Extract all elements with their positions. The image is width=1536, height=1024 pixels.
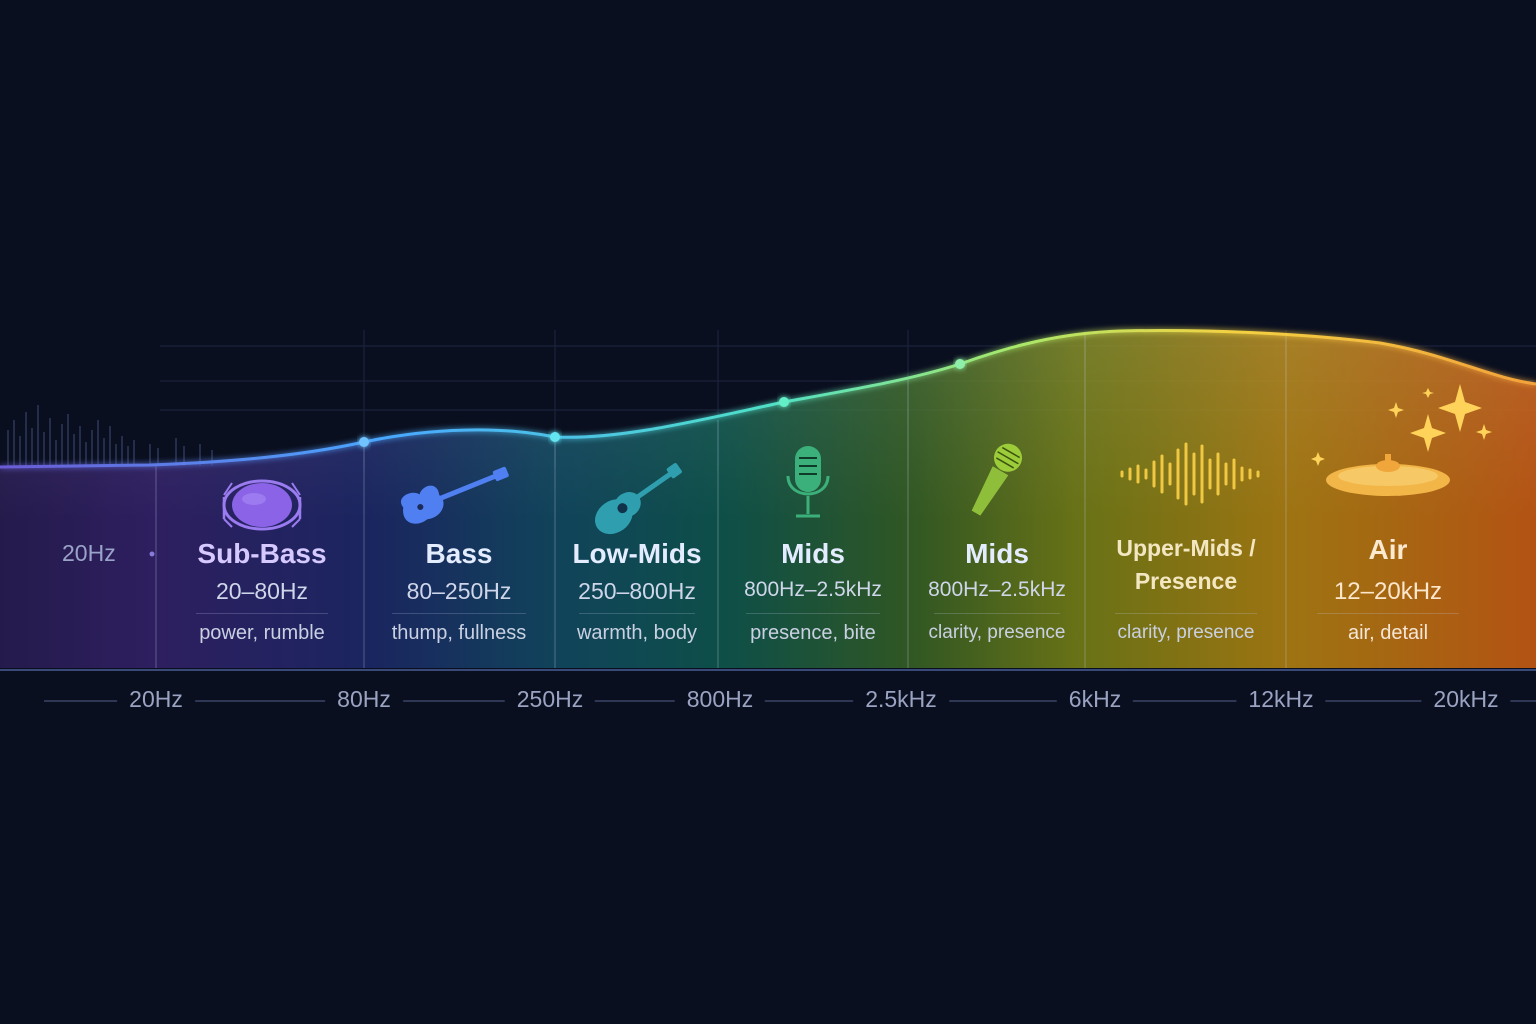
curve-node[interactable] (550, 432, 560, 442)
curve-node[interactable] (779, 397, 789, 407)
curve-node[interactable] (955, 359, 965, 369)
left-marker-dot (149, 551, 155, 557)
drum-icon (222, 479, 302, 531)
curve-node[interactable] (359, 437, 369, 447)
sparkle-icon (1438, 384, 1482, 432)
bass-guitar-icon (401, 466, 509, 524)
spectrum-sheen (0, 330, 1536, 520)
spectrum-curve (0, 329, 1536, 469)
handheld-microphone-icon (971, 443, 1022, 516)
band-dividers (155, 332, 1287, 668)
background-waveform (7, 405, 213, 466)
cymbal-sparkle-icon (1311, 384, 1492, 496)
sparkle-icon (1410, 414, 1446, 452)
waveform-icon (1120, 442, 1260, 506)
studio-microphone-icon (786, 446, 830, 518)
acoustic-guitar-icon (595, 463, 682, 535)
